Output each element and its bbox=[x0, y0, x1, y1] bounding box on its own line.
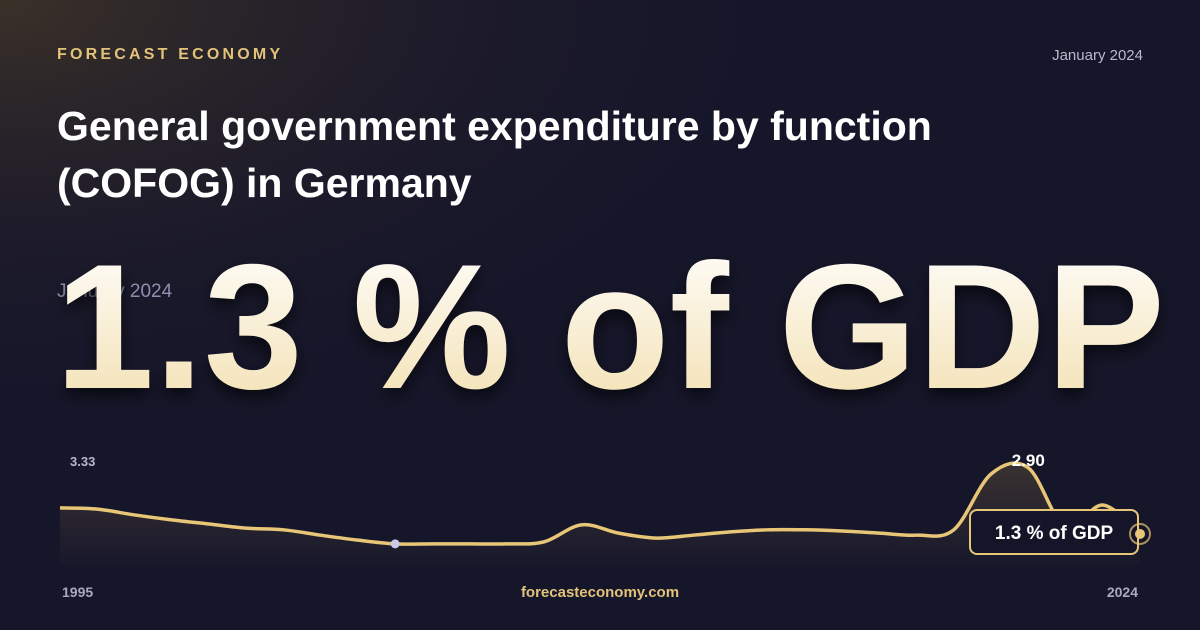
title-line: (COFOG) in Germany bbox=[57, 160, 472, 206]
end-point bbox=[1135, 528, 1145, 539]
brand: FORECAST ECONOMY bbox=[57, 46, 283, 63]
headline-date: January 2024 bbox=[57, 281, 173, 302]
callout-label: 1.3 % of GDP bbox=[995, 523, 1114, 544]
footer: forecasteconomy.com bbox=[521, 584, 679, 601]
x-tick-label: 1995 bbox=[62, 584, 93, 600]
title-line: General government expenditure by functi… bbox=[57, 103, 932, 149]
peak-label: 2.90 bbox=[1012, 451, 1045, 470]
min-point bbox=[390, 539, 400, 549]
headline: 1.3 % of GDP bbox=[55, 227, 1165, 426]
end-ring bbox=[1129, 522, 1151, 545]
date: January 2024 bbox=[1052, 47, 1143, 64]
y-tick-label: 3.33 bbox=[70, 454, 95, 469]
x-tick-label: 2024 bbox=[1107, 584, 1138, 600]
area bbox=[60, 463, 1140, 565]
chart: 3.330.67199520242.901.3 % of GDP bbox=[59, 451, 1151, 600]
line bbox=[59, 461, 1142, 546]
